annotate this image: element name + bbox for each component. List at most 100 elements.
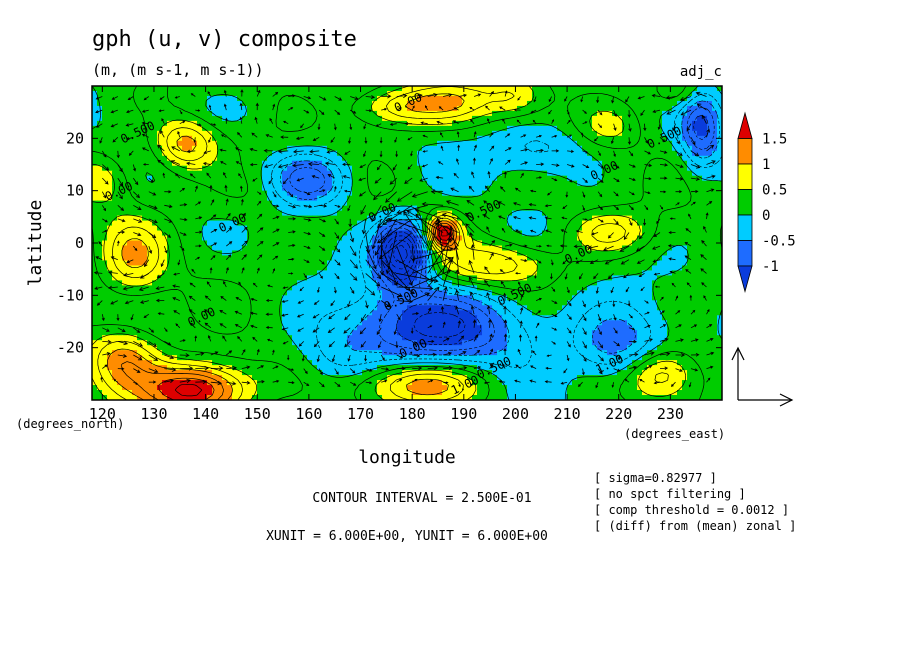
heatmap-cell: [107, 100, 113, 107]
heatmap-cell: [262, 235, 268, 242]
heatmap-cell: [667, 155, 673, 162]
heatmap-cell: [112, 205, 118, 212]
heatmap-cell: [192, 110, 198, 117]
heatmap-cell: [172, 275, 178, 281]
heatmap-cell: [602, 235, 608, 242]
heatmap-cell: [162, 270, 168, 276]
heatmap-cell: [552, 105, 558, 112]
heatmap-cell: [537, 270, 543, 276]
heatmap-cell: [492, 265, 498, 272]
heatmap-cell: [162, 140, 168, 147]
heatmap-cell: [632, 255, 638, 262]
heatmap-cell: [347, 145, 353, 152]
heatmap-cell: [207, 235, 213, 242]
heatmap-cell: [437, 155, 443, 162]
heatmap-cell: [262, 275, 268, 281]
heatmap-cell: [312, 250, 318, 257]
heatmap-cell: [127, 90, 133, 97]
heatmap-cell: [162, 255, 168, 262]
heatmap-cell: [167, 86, 173, 92]
heatmap-cell: [532, 250, 538, 257]
heatmap-cell: [357, 240, 363, 247]
heatmap-cell: [572, 150, 578, 157]
heatmap-cell: [502, 210, 508, 217]
heatmap-cell: [197, 160, 203, 167]
heatmap-cell: [132, 135, 138, 142]
heatmap-cell: [207, 170, 213, 177]
heatmap-cell: [267, 100, 273, 107]
heatmap-cell: [392, 185, 398, 192]
heatmap-cell: [672, 135, 678, 142]
heatmap-cell: [162, 100, 168, 107]
heatmap-cell: [627, 110, 633, 117]
heatmap-cell: [512, 175, 518, 182]
heatmap-cell: [127, 235, 133, 242]
heatmap-cell: [297, 245, 303, 252]
heatmap-cell: [102, 190, 108, 197]
heatmap-cell: [117, 225, 123, 232]
heatmap-cell: [147, 160, 153, 167]
heatmap-cell: [277, 120, 283, 127]
heatmap-cell: [242, 155, 248, 162]
heatmap-cell: [252, 165, 258, 172]
heatmap-cell: [97, 195, 103, 202]
heatmap-cell: [322, 100, 328, 107]
heatmap-cell: [397, 230, 403, 237]
heatmap-cell: [177, 220, 183, 227]
heatmap-cell: [602, 125, 608, 132]
heatmap-cell: [627, 230, 633, 237]
heatmap-cell: [627, 275, 633, 281]
heatmap-cell: [127, 245, 133, 252]
heatmap-cell: [172, 140, 178, 147]
heatmap-cell: [657, 245, 663, 252]
heatmap-cell: [122, 245, 128, 252]
heatmap-cell: [607, 170, 613, 177]
heatmap-cell: [617, 165, 623, 172]
heatmap-cell: [522, 235, 528, 242]
heatmap-cell: [702, 250, 708, 257]
heatmap-cell: [467, 160, 473, 167]
heatmap-cell: [662, 230, 668, 237]
heatmap-cell: [167, 100, 173, 107]
heatmap-cell: [107, 95, 113, 102]
heatmap-cell: [477, 205, 483, 212]
heatmap-cell: [472, 165, 478, 172]
heatmap-cell: [272, 105, 278, 112]
heatmap-cell: [622, 270, 628, 276]
heatmap-cell: [422, 260, 428, 267]
heatmap-cell: [557, 170, 563, 177]
heatmap-cell: [597, 125, 603, 132]
heatmap-cell: [297, 225, 303, 232]
heatmap-cell: [677, 240, 683, 247]
heatmap-cell: [602, 255, 608, 262]
heatmap-cell: [577, 100, 583, 107]
heatmap-cell: [452, 86, 458, 92]
heatmap-cell: [487, 135, 493, 142]
heatmap-cell: [242, 90, 248, 97]
heatmap-cell: [622, 175, 628, 182]
heatmap-cell: [172, 150, 178, 157]
heatmap-cell: [587, 265, 593, 272]
heatmap-cell: [547, 185, 553, 192]
heatmap-cell: [252, 145, 258, 152]
heatmap-cell: [692, 245, 698, 252]
heatmap-cell: [117, 100, 123, 107]
heatmap-cell: [287, 255, 293, 262]
heatmap-cell: [617, 100, 623, 107]
heatmap-cell: [147, 105, 153, 112]
heatmap-cell: [147, 235, 153, 242]
heatmap-cell: [177, 95, 183, 102]
heatmap-cell: [332, 100, 338, 107]
heatmap-cell: [682, 105, 688, 112]
heatmap-cell: [477, 115, 483, 122]
heatmap-cell: [447, 200, 453, 207]
heatmap-cell: [332, 115, 338, 122]
heatmap-cell: [442, 155, 448, 162]
heatmap-cell: [327, 270, 333, 276]
heatmap-cell: [282, 255, 288, 262]
heatmap-cell: [232, 160, 238, 167]
heatmap-cell: [242, 185, 248, 192]
heatmap-cell: [257, 100, 263, 107]
heatmap-cell: [617, 160, 623, 167]
heatmap-cell: [142, 190, 148, 197]
